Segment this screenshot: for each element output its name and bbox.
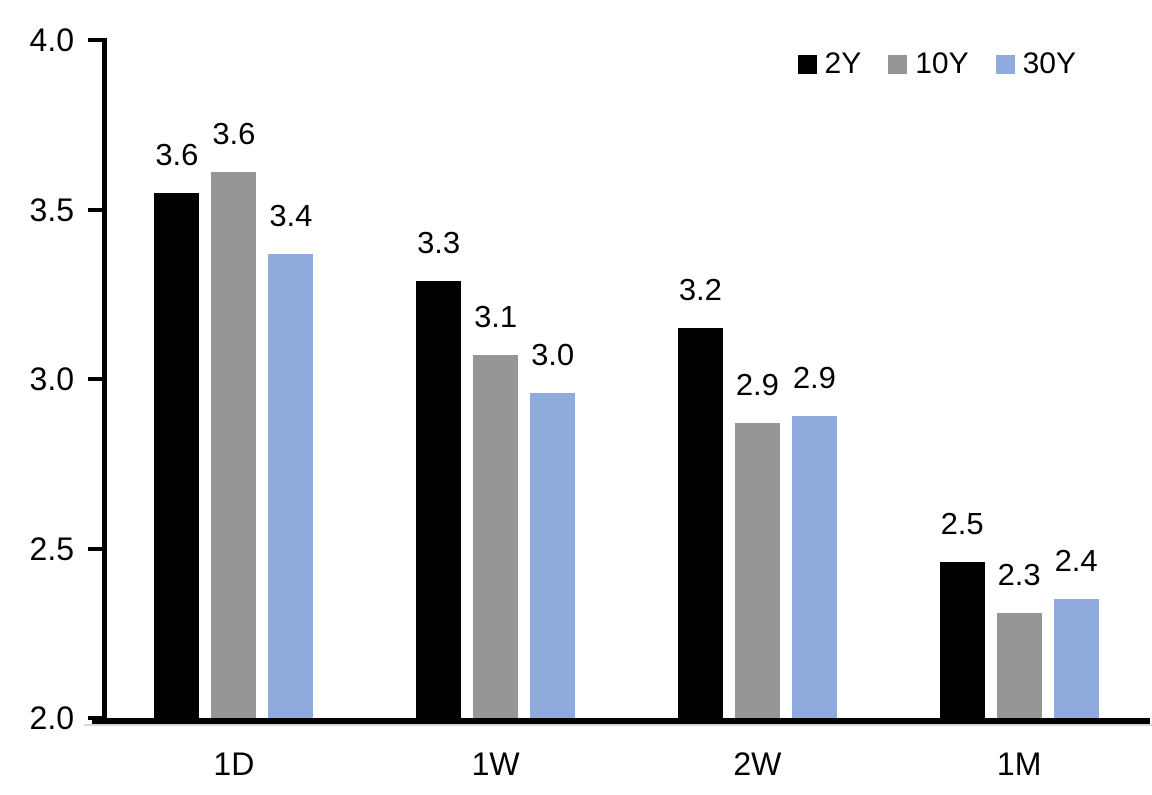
y-tick-mark [88,546,107,551]
y-tick-label: 2.0 [29,700,74,736]
bar-30y-2w [791,416,837,718]
legend-swatch-10y-icon [888,54,908,74]
bar-value-label: 3.1 [474,299,518,335]
y-tick-mark [88,716,107,720]
legend-swatch-2y-icon [797,54,817,74]
y-tick-label: 2.5 [29,530,74,567]
legend-item-2y: 2Y [797,47,862,80]
bar-2y-1d [154,192,200,718]
bar-value-label: 3.6 [212,116,256,152]
x-category-label: 1W [471,746,520,782]
bar-value-label: 2.9 [735,367,779,403]
x-axis-shadow-line [84,724,1152,726]
y-axis-line [102,38,107,726]
bar-2y-2w [677,328,723,718]
bar-value-label: 3.4 [269,197,313,233]
bar-30y-1w [530,392,576,718]
bar-value-label: 2.4 [1054,543,1098,579]
bar-10y-1m [996,612,1042,718]
bar-value-label: 3.3 [417,224,461,260]
bar-value-label: 2.5 [940,506,984,542]
bar-2y-1m [939,562,985,718]
bar-value-label: 3.0 [531,336,575,372]
y-tick-label: 3.0 [29,361,74,397]
x-axis-line [92,718,1150,724]
x-category-label: 1M [996,746,1042,782]
bar-10y-2w [734,423,780,718]
bar-30y-1m [1053,599,1099,718]
legend-item-10y: 10Y [888,47,969,80]
legend-label-30y: 30Y [1022,47,1076,80]
bar-value-label: 3.2 [678,272,722,308]
bar-value-label: 2.9 [792,360,836,396]
bar-value-label: 2.3 [997,556,1041,592]
bar-value-label: 3.6 [155,136,199,172]
legend: 2Y 10Y 30Y [797,47,1076,80]
legend-item-30y: 30Y [995,47,1076,80]
legend-swatch-30y-icon [995,54,1015,74]
y-tick-label: 4.0 [29,22,74,58]
x-category-label: 1D [213,746,255,782]
bar-30y-1d [268,253,314,718]
legend-label-10y: 10Y [915,47,969,80]
y-tick-label: 3.5 [29,191,74,228]
bar-10y-1d [211,172,257,718]
y-tick-mark [88,207,107,212]
y-tick-mark [88,377,107,381]
legend-label-2y: 2Y [824,47,862,80]
y-tick-mark [88,38,107,42]
bar-2y-1w [416,280,462,718]
x-category-label: 2W [733,746,782,782]
bar-10y-1w [473,355,519,718]
